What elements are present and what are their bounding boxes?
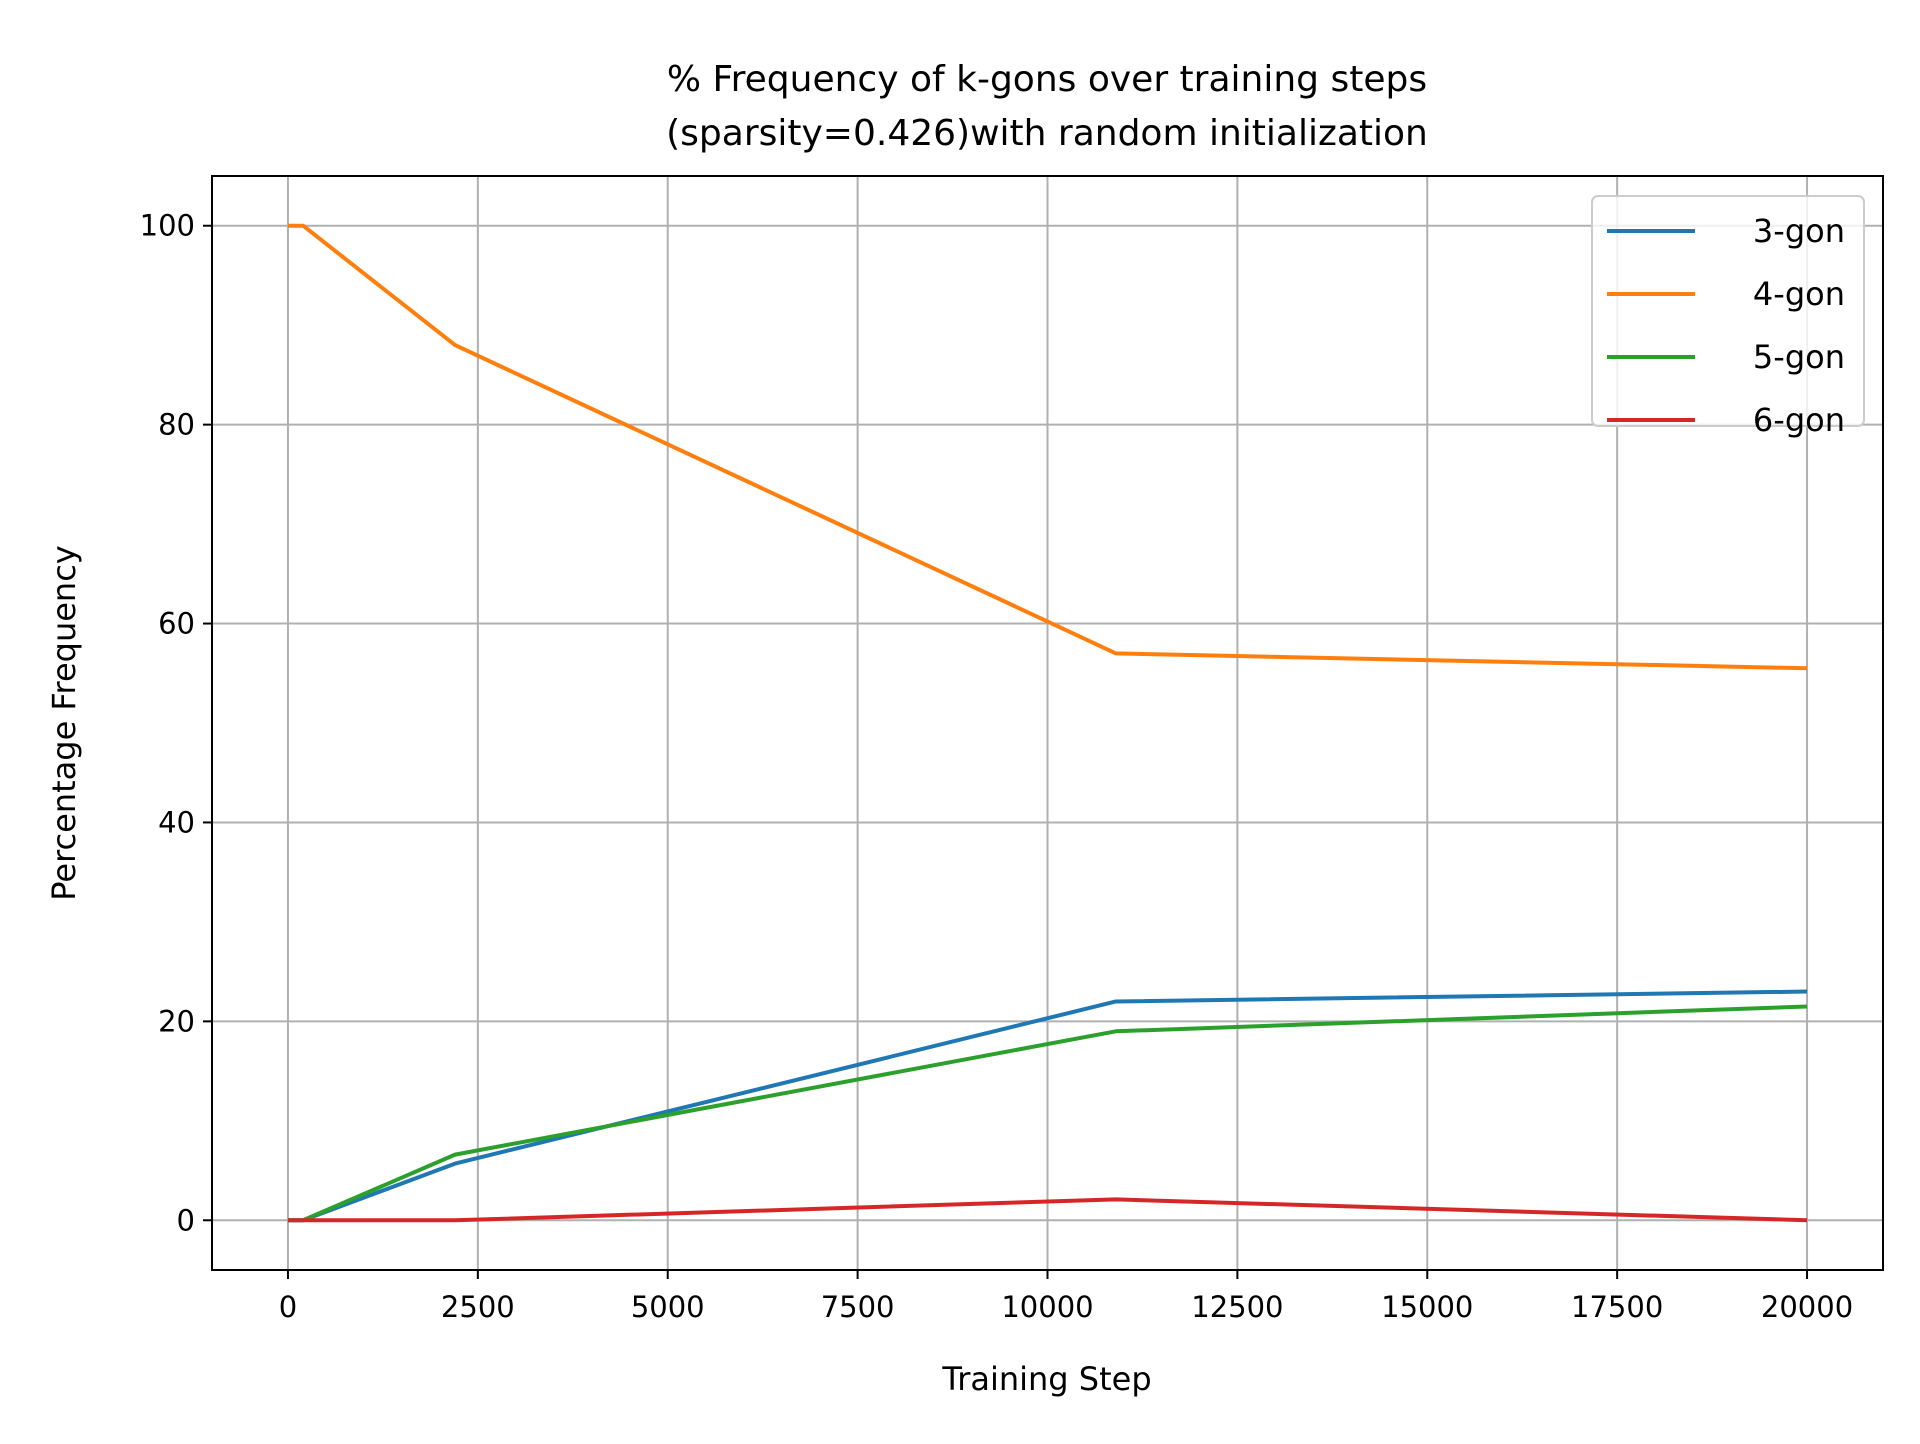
legend: 3-gon 4-gon 5-gon 6-gon [1591,195,1865,439]
x-axis: 0 2500 5000 7500 10000 12500 15000 17500 20000 [279,1270,1853,1324]
y-tick-label: 60 [158,607,195,641]
chart-title: % Frequency of k-gons over training step… [667,59,1427,100]
x-tick-label: 20000 [1761,1290,1853,1324]
legend-label: 3-gon [1753,212,1845,250]
legend-label: 5-gon [1753,338,1845,376]
series-line-4-gon [287,223,1808,671]
y-axis-label: Percentage Frequency [45,545,83,901]
x-tick-label: 2500 [441,1290,515,1324]
y-tick-label: 20 [158,1004,195,1038]
y-axis: 0 20 40 60 80 100 [140,209,212,1237]
y-tick-label: 0 [177,1203,195,1237]
legend-box [1591,195,1865,427]
series-lines [287,223,1808,1223]
x-tick-label: 5000 [631,1290,705,1324]
y-tick-label: 80 [158,408,195,442]
x-tick-label: 15000 [1381,1290,1473,1324]
y-tick-label: 40 [158,805,195,839]
y-tick-label: 100 [140,209,195,243]
x-tick-label: 17500 [1571,1290,1663,1324]
x-tick-label: 7500 [821,1290,895,1324]
legend-label: 4-gon [1753,275,1845,313]
x-tick-label: 0 [279,1290,297,1324]
legend-label: 6-gon [1753,401,1845,439]
chart-subtitle: (sparsity=0.426)with random initializati… [666,113,1428,154]
x-tick-label: 12500 [1191,1290,1283,1324]
x-tick-label: 10000 [1001,1290,1093,1324]
x-axis-label: Training Step [941,1360,1151,1398]
series-line-6-gon [287,1197,1808,1223]
